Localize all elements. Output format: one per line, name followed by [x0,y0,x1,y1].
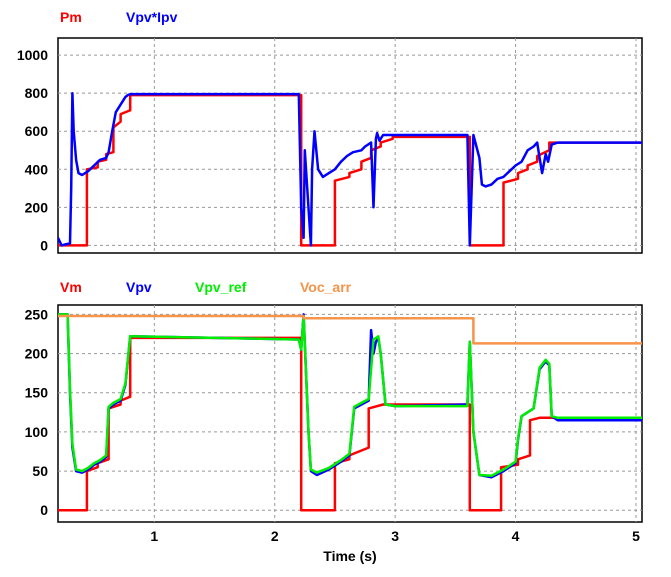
legend-entry-vpv: Vpv [126,279,152,295]
y-tick-label: 800 [25,85,49,101]
legend-entry-vm: Vm [60,279,82,295]
series-line-vpv-ipv [58,91,642,247]
series-line-vpv-ref [58,313,642,478]
legend-entry-voc-arr: Voc_arr [300,279,352,295]
series-line-pm [58,93,642,247]
x-tick-label: 1 [150,528,158,544]
y-tick-label: 0 [40,237,48,253]
x-tick-label: 4 [512,528,520,544]
y-tick-label: 1000 [17,47,48,63]
y-tick-label: 0 [40,502,48,518]
x-tick-label: 3 [391,528,399,544]
y-tick-label: 150 [25,385,49,401]
top-panel-power: 0 200 400 600 800 1000 Pm Vpv*Ipv [17,9,643,254]
x-tick-label: 5 [632,528,640,544]
y-tick-label: 200 [25,346,49,362]
x-axis-label: Time (s) [323,548,376,564]
y-tick-label: 250 [25,306,49,322]
legend-entry-pm: Pm [60,9,82,25]
y-tick-label: 50 [32,463,48,479]
plot-frame [57,37,643,254]
legend-entry-vpv-ipv: Vpv*Ipv [126,9,178,25]
x-tick-label: 2 [271,528,279,544]
series-line-voc-arr [58,314,642,345]
plot-frame [57,304,643,523]
y-tick-label: 200 [25,199,49,215]
bottom-panel-voltage: 0 50 100 150 200 250 1 2 3 4 5 Time (s) Vm Vpv Vpv_ref… [25,279,643,564]
y-tick-label: 600 [25,123,49,139]
y-tick-label: 100 [25,424,49,440]
y-tick-label: 400 [25,161,49,177]
legend-entry-vpv-ref: Vpv_ref [195,279,247,295]
